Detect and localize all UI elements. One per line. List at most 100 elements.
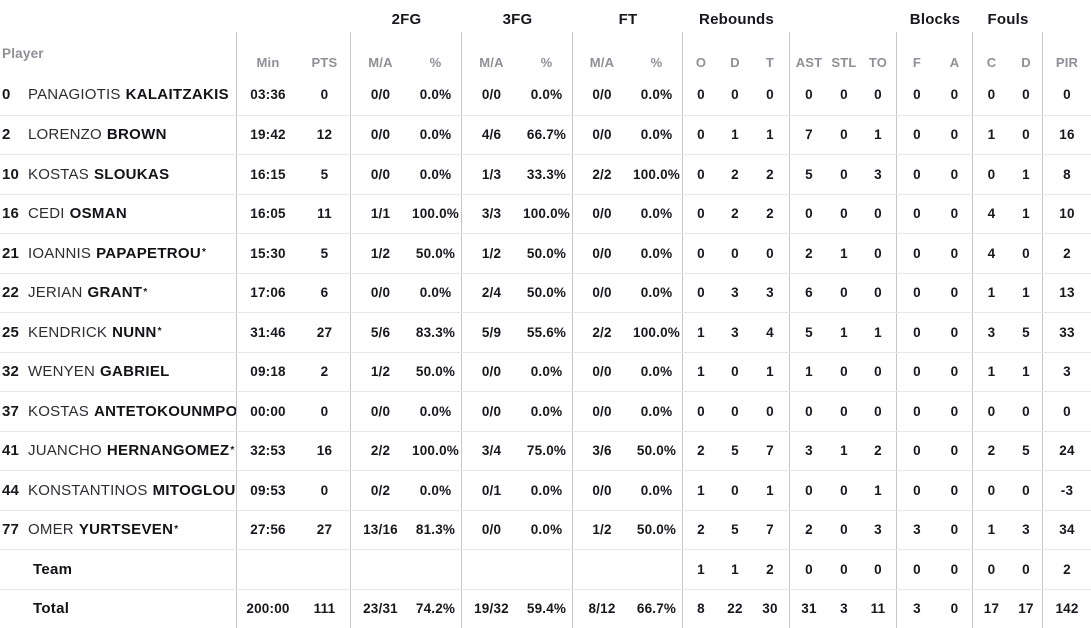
stat-reb-t: 2 xyxy=(751,550,790,589)
col-header-pts: PTS xyxy=(299,32,351,75)
stat-3fg-ma: 0/0 xyxy=(481,403,502,419)
stat-ft-ma: 2/2 xyxy=(592,324,612,340)
stat-3fg-ma: 0/1 xyxy=(481,482,502,498)
stat-reb-d: 1 xyxy=(731,127,739,143)
table-row: 2 LORENZO BROWN 19:42 12 0/0 0.0% 4/6 66.7… xyxy=(0,114,1091,154)
player-number: 41 xyxy=(2,442,20,460)
stat-ft-pct: 0.0% xyxy=(631,352,683,391)
player-last-name: ANTETOKOUNMPO xyxy=(93,402,237,420)
col-header-to: TO xyxy=(860,32,897,75)
stat-3fg-ma: 1/2 xyxy=(481,245,502,261)
stat-3fg-pct: 33.3% xyxy=(521,155,573,194)
player-cell: Team xyxy=(0,550,237,589)
stat-pts: 2 xyxy=(299,352,351,391)
player-first-name: WENYEN xyxy=(28,363,96,381)
stat-3fg-ma: 0/0 xyxy=(481,87,502,103)
stat-foul-c: 1 xyxy=(987,522,996,538)
player-first-name: KENDRICK xyxy=(28,323,108,341)
stat-pir: 142 xyxy=(1055,601,1079,617)
player-cell: 10 KOSTAS SLOUKAS xyxy=(0,155,237,194)
stat-to: 1 xyxy=(860,115,897,154)
stat-reb-o: 0 xyxy=(697,245,705,261)
table-group-header-row: 2FG 3FG FT Rebounds Blocks Fouls xyxy=(0,0,1091,32)
stat-3fg-pct: 0.0% xyxy=(521,471,573,510)
stat-blk-f: 0 xyxy=(913,561,921,577)
stat-3fg-ma: 5/9 xyxy=(481,324,502,340)
stat-pir: -3 xyxy=(1060,482,1074,498)
stat-pts: 16 xyxy=(299,431,351,470)
stat-ast: 31 xyxy=(801,601,817,617)
col-header-foul-c: C xyxy=(986,55,997,70)
stat-min: 27:56 xyxy=(250,522,286,538)
stat-reb-o: 2 xyxy=(697,443,705,459)
col-header-player: Player xyxy=(0,32,237,75)
stat-stl: 0 xyxy=(840,166,848,182)
stat-3fg-ma: 0/0 xyxy=(481,364,502,380)
stat-reb-t: 2 xyxy=(751,194,790,233)
table-row: 22 JERIAN GRANT * 17:06 6 0/0 0.0% 2/4 50.0… xyxy=(0,272,1091,312)
stat-pir: 0 xyxy=(1063,87,1071,103)
stat-reb-d: 3 xyxy=(731,285,739,301)
stat-2fg-pct xyxy=(410,550,462,589)
stat-to: 0 xyxy=(860,75,897,115)
col-header-2fg-ma: M/A xyxy=(368,55,393,70)
stat-3fg-pct: 0.0% xyxy=(521,510,573,549)
stat-ast: 5 xyxy=(805,324,813,340)
col-header-ft-ma: M/A xyxy=(589,55,615,70)
stat-2fg-ma: 0/0 xyxy=(370,403,391,419)
stat-ast: 3 xyxy=(805,443,813,459)
col-header-stl: STL xyxy=(831,55,857,70)
stat-min: 00:00 xyxy=(250,403,286,419)
stat-foul-c: 0 xyxy=(987,166,996,182)
stat-reb-o: 0 xyxy=(697,166,705,182)
player-number: 10 xyxy=(2,165,20,183)
stat-3fg-pct: 0.0% xyxy=(521,352,573,391)
stat-pir: 16 xyxy=(1059,127,1075,143)
stat-ft-ma: 0/0 xyxy=(592,364,612,380)
player-cell: 25 KENDRICK NUNN * xyxy=(0,313,237,352)
stat-min: 16:05 xyxy=(250,206,286,222)
col-header-blk-f: F xyxy=(912,55,922,70)
table-row: 32 WENYEN GABRIEL 09:18 2 1/2 50.0% 0/0 0.… xyxy=(0,351,1091,391)
stat-foul-d: 0 xyxy=(1010,471,1043,510)
stat-pts: 6 xyxy=(299,273,351,312)
stat-2fg-ma: 2/2 xyxy=(370,443,391,459)
stat-reb-d: 0 xyxy=(731,245,739,261)
stat-ast: 1 xyxy=(805,364,813,380)
stat-ft-pct: 66.7% xyxy=(631,589,683,628)
player-cell: 41 JUANCHO HERNANGOMEZ * xyxy=(0,431,237,470)
stat-foul-c: 3 xyxy=(987,324,996,340)
stat-reb-t: 0 xyxy=(751,392,790,431)
group-header-2fg: 2FG xyxy=(391,10,422,28)
player-cell: 32 WENYEN GABRIEL xyxy=(0,352,237,391)
stat-foul-d: 5 xyxy=(1010,313,1043,352)
stat-2fg-ma: 0/0 xyxy=(370,166,391,182)
stat-ft-ma: 3/6 xyxy=(592,443,612,459)
stat-foul-d: 1 xyxy=(1010,194,1043,233)
stat-reb-o: 2 xyxy=(697,522,705,538)
stat-foul-d: 17 xyxy=(1010,589,1043,628)
col-header-pir: PIR xyxy=(1055,55,1079,70)
player-last-name: SLOUKAS xyxy=(93,165,170,183)
stat-blk-f: 0 xyxy=(913,482,921,498)
stat-reb-d: 1 xyxy=(731,561,739,577)
stat-3fg-ma: 1/3 xyxy=(481,166,502,182)
stat-min: 200:00 xyxy=(246,601,290,617)
stat-reb-t: 1 xyxy=(751,115,790,154)
stat-ft-pct: 0.0% xyxy=(631,471,683,510)
player-cell: 37 KOSTAS ANTETOKOUNMPO xyxy=(0,392,237,431)
group-header-fouls: Fouls xyxy=(987,10,1029,28)
stat-reb-t: 0 xyxy=(751,75,790,115)
stat-stl: 1 xyxy=(840,245,848,261)
stat-min xyxy=(237,550,299,589)
col-header-foul-d: D xyxy=(1010,32,1043,75)
stat-foul-c: 1 xyxy=(987,127,996,143)
stat-foul-c: 0 xyxy=(987,561,996,577)
stat-3fg-pct: 66.7% xyxy=(521,115,573,154)
stat-stl: 3 xyxy=(840,601,848,617)
stat-foul-c: 4 xyxy=(987,245,996,261)
stat-blk-f: 0 xyxy=(913,403,921,419)
stat-reb-d: 2 xyxy=(731,206,739,222)
stat-foul-c: 17 xyxy=(983,601,1000,617)
